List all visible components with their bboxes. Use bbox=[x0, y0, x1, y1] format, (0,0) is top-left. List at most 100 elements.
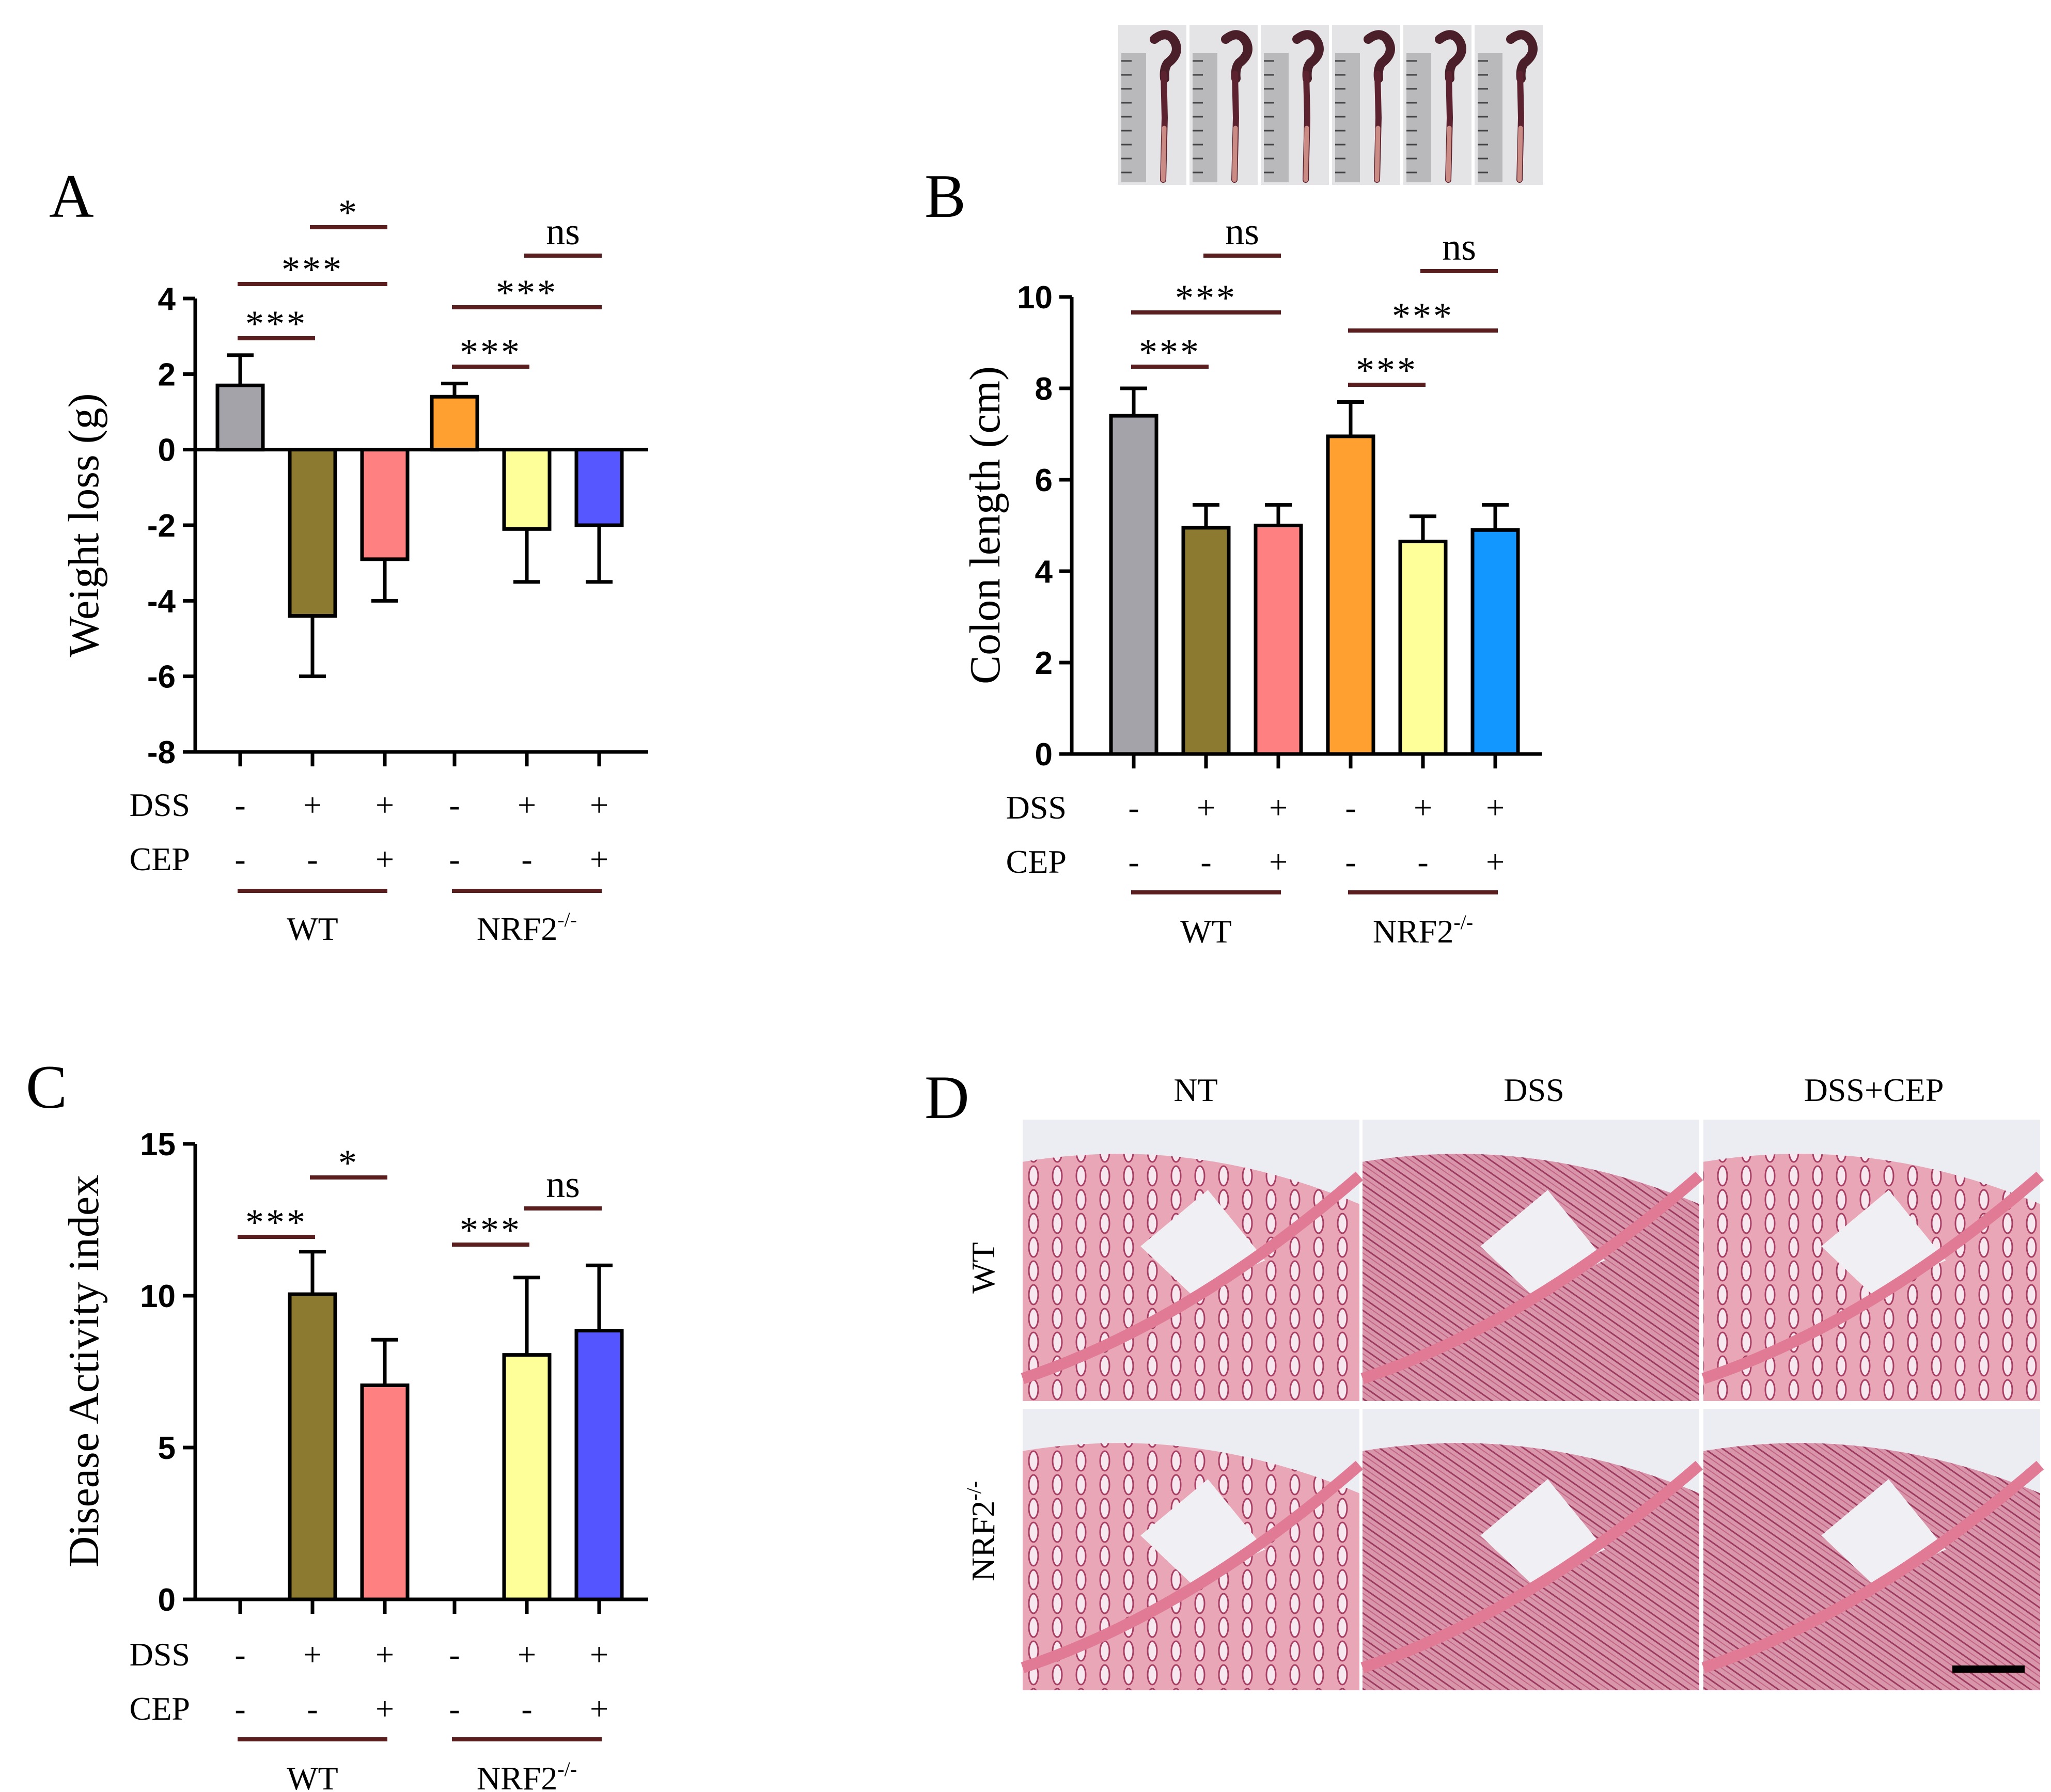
ruler bbox=[1193, 53, 1217, 182]
dss-sign: - bbox=[449, 787, 460, 823]
y-tick-label: 8 bbox=[1035, 371, 1053, 407]
histology-tile-r1-c1 bbox=[1360, 1409, 1703, 1690]
cep-sign: - bbox=[1417, 843, 1428, 880]
dss-sign: + bbox=[590, 787, 608, 823]
group-label-nrf2: NRF2-/- bbox=[1373, 910, 1473, 950]
cep-sign: - bbox=[234, 1690, 245, 1727]
dss-sign: + bbox=[518, 1636, 536, 1673]
colon-photographs bbox=[1118, 25, 1543, 185]
y-tick-label: 2 bbox=[158, 357, 176, 392]
cep-sign: - bbox=[449, 841, 460, 877]
tissue-serosa bbox=[1701, 1171, 2044, 1384]
colon-cecum bbox=[1506, 30, 1538, 83]
y-tick-label: 0 bbox=[158, 1582, 176, 1618]
ruler bbox=[1121, 53, 1146, 182]
histo-col-label-dss: DSS bbox=[1504, 1072, 1564, 1108]
histology-tile-r1-c2 bbox=[1701, 1409, 2044, 1690]
significance-label: ns bbox=[1225, 211, 1259, 253]
dss-sign: + bbox=[1197, 789, 1215, 826]
significance-label: *** bbox=[1175, 277, 1237, 319]
group-label-nrf2-text: NRF2 bbox=[477, 1760, 558, 1792]
bar-b-5 bbox=[1470, 528, 1520, 756]
colon-cecum bbox=[1435, 30, 1466, 83]
ruler bbox=[1264, 53, 1289, 182]
y-tick-label: -8 bbox=[147, 735, 176, 771]
group-label-nrf2-sup: -/- bbox=[557, 1757, 577, 1781]
significance-label: *** bbox=[245, 1202, 307, 1243]
y-tick-label: 15 bbox=[140, 1127, 176, 1162]
colon-distal bbox=[1517, 125, 1523, 182]
dss-sign: + bbox=[1414, 789, 1432, 826]
histology-tiles bbox=[1021, 1120, 2044, 1690]
histology-panel: NT DSS DSS+CEP WT NRF2-/- bbox=[962, 1072, 2044, 1690]
significance-label: ns bbox=[1442, 226, 1476, 269]
significance-label: *** bbox=[245, 303, 307, 344]
y-tick-label: 4 bbox=[158, 281, 176, 317]
dss-sign: - bbox=[1128, 789, 1139, 826]
group-label-nrf2-text: NRF2 bbox=[1373, 913, 1454, 950]
histology-tile-r0-c1 bbox=[1360, 1120, 1703, 1401]
cep-sign: - bbox=[449, 1690, 460, 1727]
y-tick-label: 2 bbox=[1035, 646, 1053, 681]
ruler bbox=[1335, 53, 1360, 182]
y-tick-label: -6 bbox=[147, 659, 176, 695]
y-axis-label: Weight loss (g) bbox=[60, 393, 108, 657]
colon-distal bbox=[1161, 125, 1167, 182]
cep-sign: - bbox=[307, 1690, 318, 1727]
ruler bbox=[1478, 53, 1502, 182]
y-tick-label: 0 bbox=[1035, 737, 1053, 773]
y-axis-label: Disease Activity index bbox=[60, 1175, 108, 1568]
bar-b-0 bbox=[1109, 414, 1158, 756]
y-tick-label: -4 bbox=[147, 584, 176, 619]
group-label-nrf2: NRF2-/- bbox=[477, 908, 577, 947]
group-label-nrf2-sup: -/- bbox=[1453, 910, 1473, 934]
bar-a-2 bbox=[360, 448, 410, 561]
group-label-nrf2-sup: -/- bbox=[557, 908, 577, 931]
significance-label: ns bbox=[546, 211, 580, 253]
y-tick-label: 10 bbox=[140, 1279, 176, 1314]
significance-label: * bbox=[338, 192, 359, 233]
colon-photo-tile bbox=[1403, 25, 1471, 185]
bar-b-1 bbox=[1181, 526, 1231, 756]
dss-sign: + bbox=[303, 1636, 322, 1673]
tissue-serosa bbox=[1701, 1460, 2044, 1673]
cep-sign: + bbox=[375, 841, 394, 877]
ruler bbox=[1406, 53, 1431, 182]
treatment-label-dss: DSS bbox=[130, 787, 190, 823]
group-label-wt: WT bbox=[1180, 913, 1232, 950]
significance-label: *** bbox=[496, 272, 558, 313]
cep-sign: - bbox=[1128, 843, 1139, 880]
bar-b-3 bbox=[1326, 434, 1375, 756]
cep-sign: + bbox=[590, 841, 608, 877]
cep-sign: + bbox=[1486, 843, 1505, 880]
significance-label: *** bbox=[1139, 332, 1201, 373]
dss-sign: + bbox=[375, 1636, 394, 1673]
colon-cecum bbox=[1292, 30, 1324, 83]
group-label-wt: WT bbox=[287, 1760, 338, 1792]
histo-col-label-dss-cep: DSS+CEP bbox=[1804, 1072, 1944, 1108]
cep-sign: + bbox=[1269, 843, 1288, 880]
bar-c-5 bbox=[574, 1329, 624, 1601]
dss-sign: - bbox=[234, 787, 245, 823]
significance-label: *** bbox=[1356, 350, 1418, 391]
treatment-label-cep: CEP bbox=[130, 841, 190, 877]
y-tick-label: -2 bbox=[147, 508, 176, 544]
colon-photo-tile bbox=[1118, 25, 1186, 185]
colon-cecum bbox=[1150, 30, 1181, 83]
bar-c-2 bbox=[360, 1383, 410, 1601]
y-tick-label: 0 bbox=[158, 433, 176, 468]
group-label-wt: WT bbox=[287, 910, 338, 947]
cep-sign: - bbox=[234, 841, 245, 877]
colon-photo-tile bbox=[1475, 25, 1543, 185]
y-tick-label: 6 bbox=[1035, 463, 1053, 498]
significance-label: ns bbox=[546, 1164, 580, 1206]
panel-letter-B: B bbox=[925, 162, 966, 230]
dss-sign: + bbox=[518, 787, 536, 823]
bar-a-4 bbox=[502, 448, 552, 531]
colon-photo-tile bbox=[1189, 25, 1258, 185]
significance-label: *** bbox=[460, 1209, 522, 1251]
histo-col-label-nt: NT bbox=[1173, 1072, 1217, 1108]
y-tick-label: 4 bbox=[1035, 554, 1053, 590]
cep-sign: + bbox=[375, 1690, 394, 1727]
